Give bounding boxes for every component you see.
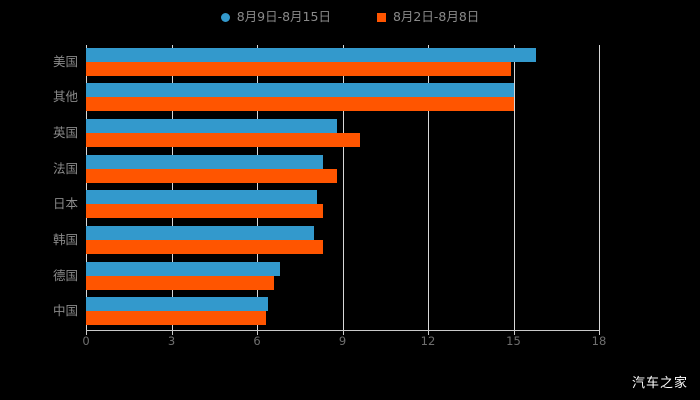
y-axis-category-labels: 美国其他英国法国日本韩国德国中国 [0, 45, 78, 330]
y-axis-category-label: 日本 [52, 196, 78, 212]
y-axis-category-label: 德国 [52, 267, 78, 283]
y-axis-category-label: 法国 [52, 160, 78, 176]
x-axis-tick-label: 3 [167, 334, 176, 348]
y-axis-category-label: 其他 [52, 89, 78, 105]
bar-series-a[interactable] [86, 261, 280, 276]
legend-label-series-b: 8月2日-8月8日 [392, 8, 480, 24]
gridline [86, 45, 87, 330]
x-axis-tick-label: 9 [338, 334, 347, 348]
gridline [599, 45, 600, 330]
gridline [342, 45, 344, 330]
x-axis-tick-label: 0 [82, 334, 90, 348]
bar-series-a[interactable] [86, 190, 317, 205]
x-axis-tick-mark [428, 331, 429, 335]
bar-series-b[interactable] [86, 275, 275, 290]
bar-series-a[interactable] [86, 297, 269, 312]
x-axis-tick-label: 15 [506, 334, 521, 348]
x-axis-tick-label: 12 [420, 334, 436, 348]
gridline [171, 45, 173, 330]
x-axis-tick-mark [257, 331, 258, 335]
y-axis-category-label: 韩国 [52, 231, 78, 247]
legend-square-icon [376, 12, 386, 22]
bar-series-a[interactable] [86, 119, 337, 134]
x-axis-tick-mark [86, 331, 87, 335]
x-axis-tick-mark [171, 331, 173, 335]
x-axis-line [86, 330, 600, 331]
x-axis-tick-mark [599, 331, 600, 335]
gridline [428, 45, 429, 330]
legend-item-series-b[interactable]: 8月2日-8月8日 [376, 8, 480, 24]
bar-series-a[interactable] [86, 225, 314, 240]
watermark: 汽车之家 [631, 376, 688, 391]
bar-series-b[interactable] [86, 97, 514, 112]
x-axis-tick-label: 18 [591, 334, 607, 348]
bar-series-a[interactable] [86, 83, 514, 98]
gridline [257, 45, 258, 330]
gridline [513, 45, 515, 330]
y-axis-category-label: 美国 [52, 53, 78, 69]
bar-series-b[interactable] [86, 133, 360, 148]
x-axis-tick-mark [513, 331, 515, 335]
x-axis-tick-mark [342, 331, 344, 335]
legend-item-series-a[interactable]: 8月9日-8月15日 [220, 8, 331, 24]
chart-legend: 8月9日-8月15日 8月2日-8月8日 [0, 6, 700, 28]
bar-series-b[interactable] [86, 204, 323, 219]
bar-series-b[interactable] [86, 168, 337, 183]
y-axis-category-label: 中国 [52, 303, 78, 319]
legend-circle-icon [220, 12, 230, 22]
chart-plot-area [86, 45, 600, 330]
y-axis-category-label: 英国 [52, 125, 78, 141]
legend-label-series-a: 8月9日-8月15日 [236, 8, 331, 24]
bar-series-b[interactable] [86, 311, 266, 326]
x-axis-tick-label: 6 [253, 334, 261, 348]
bar-series-a[interactable] [86, 47, 537, 62]
bar-series-a[interactable] [86, 154, 323, 169]
bar-series-b[interactable] [86, 61, 511, 76]
bar-series-b[interactable] [86, 239, 323, 254]
